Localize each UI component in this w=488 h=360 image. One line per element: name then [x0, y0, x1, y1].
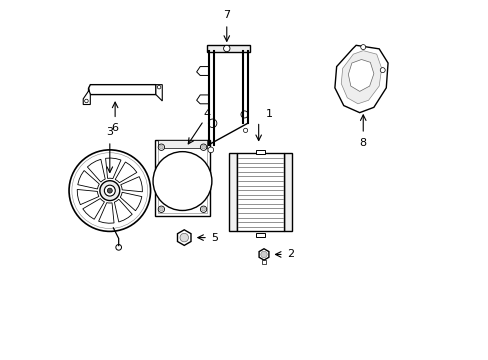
- Circle shape: [157, 85, 161, 89]
- Circle shape: [69, 150, 150, 231]
- Circle shape: [200, 206, 206, 212]
- Polygon shape: [114, 199, 132, 222]
- Polygon shape: [87, 159, 105, 182]
- Bar: [256, 150, 264, 154]
- Bar: [155, 140, 209, 216]
- Polygon shape: [88, 85, 156, 95]
- Bar: [284, 153, 291, 231]
- Bar: [228, 153, 236, 231]
- Circle shape: [100, 181, 120, 201]
- Polygon shape: [259, 249, 268, 260]
- Polygon shape: [99, 203, 114, 223]
- Polygon shape: [196, 67, 209, 76]
- Bar: [262, 260, 265, 264]
- Text: 1: 1: [265, 109, 272, 120]
- Circle shape: [202, 145, 205, 149]
- Bar: [158, 143, 207, 213]
- Circle shape: [380, 68, 385, 73]
- Polygon shape: [120, 192, 142, 211]
- Bar: [256, 233, 264, 238]
- Circle shape: [207, 147, 213, 153]
- Circle shape: [208, 119, 216, 127]
- Text: 8: 8: [359, 138, 366, 148]
- Circle shape: [180, 233, 188, 242]
- Polygon shape: [341, 51, 381, 104]
- Circle shape: [159, 207, 163, 211]
- Circle shape: [116, 244, 121, 250]
- Polygon shape: [105, 158, 121, 179]
- Polygon shape: [83, 88, 90, 104]
- Circle shape: [260, 251, 266, 258]
- Circle shape: [84, 99, 88, 103]
- Text: 2: 2: [287, 249, 294, 260]
- Text: 6: 6: [111, 123, 119, 133]
- Polygon shape: [177, 230, 191, 246]
- Polygon shape: [115, 162, 137, 183]
- Circle shape: [241, 111, 247, 118]
- Bar: [207, 45, 249, 52]
- Circle shape: [158, 144, 164, 150]
- Circle shape: [243, 128, 247, 132]
- Circle shape: [360, 45, 365, 50]
- Polygon shape: [196, 95, 209, 104]
- Polygon shape: [334, 45, 387, 113]
- Text: 7: 7: [223, 10, 230, 20]
- Circle shape: [104, 185, 115, 196]
- Text: 4: 4: [203, 109, 210, 118]
- Circle shape: [107, 188, 112, 193]
- Polygon shape: [156, 85, 162, 101]
- Bar: [236, 153, 284, 231]
- Circle shape: [158, 206, 164, 212]
- Bar: [158, 140, 207, 148]
- Polygon shape: [77, 189, 99, 204]
- Text: 3: 3: [106, 127, 113, 137]
- Circle shape: [72, 153, 147, 229]
- Circle shape: [223, 45, 229, 52]
- Polygon shape: [82, 199, 104, 219]
- Circle shape: [159, 145, 163, 149]
- Circle shape: [202, 207, 205, 211]
- Text: 5: 5: [211, 233, 218, 243]
- Polygon shape: [347, 59, 373, 91]
- Circle shape: [153, 152, 211, 211]
- Circle shape: [200, 144, 206, 150]
- Polygon shape: [78, 171, 99, 189]
- Polygon shape: [121, 177, 142, 192]
